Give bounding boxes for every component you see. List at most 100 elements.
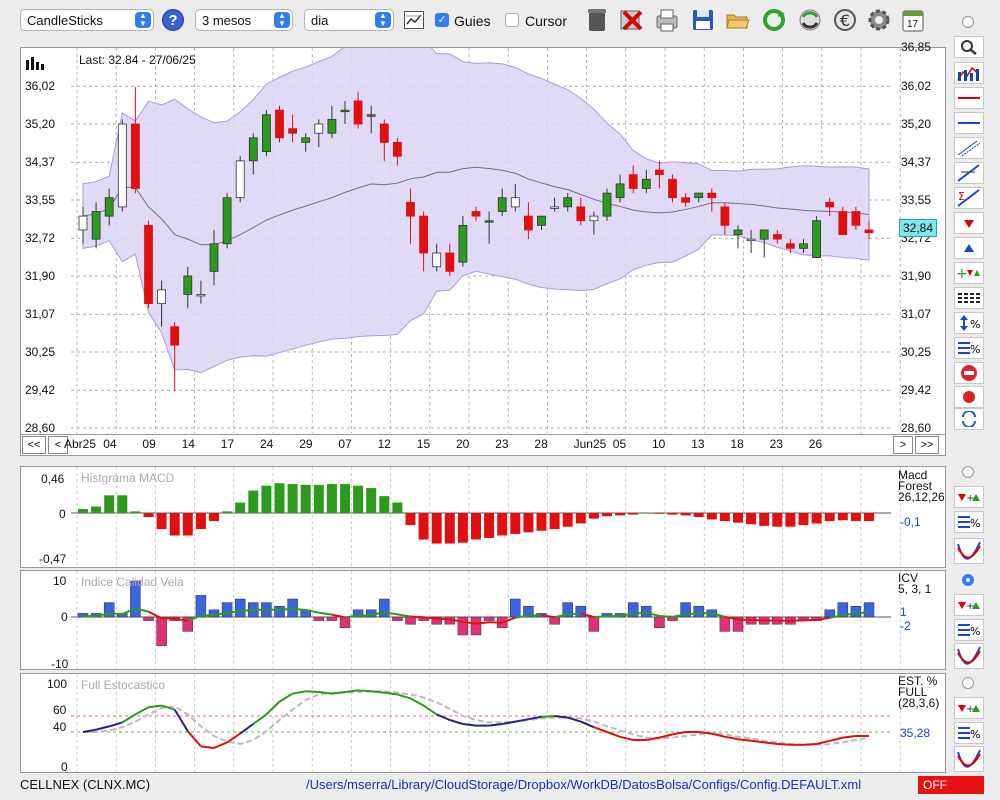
nav-first-button[interactable]: << <box>22 436 46 454</box>
icv-cross-button[interactable] <box>954 643 984 669</box>
globe-refresh-icon <box>799 9 821 31</box>
arrow-up-button[interactable] <box>954 237 984 259</box>
candle-body <box>550 206 559 209</box>
y-tick-label: -10 <box>51 657 69 671</box>
candle <box>772 229 782 244</box>
price-panel[interactable]: Last: 32.84 - 27/06/25 36,02 35,20 34,37 33… <box>20 40 946 456</box>
stoch-cross-button[interactable] <box>954 746 984 772</box>
chart-view-button[interactable] <box>404 11 424 29</box>
zoom-button[interactable] <box>954 36 984 58</box>
candle-body <box>471 211 481 217</box>
icv-percent-button[interactable]: % <box>954 619 984 641</box>
macd-panel-radio[interactable] <box>962 466 974 478</box>
macd-bar <box>182 513 193 536</box>
settings-button[interactable] <box>865 5 893 35</box>
arrow-down-button[interactable] <box>954 212 984 234</box>
macd-chart[interactable] <box>21 467 945 567</box>
main-panel-radio[interactable] <box>962 16 974 28</box>
stoch-main-segment <box>108 721 123 728</box>
stoch-main-segment <box>672 731 686 736</box>
icv-panel[interactable]: Indice Calidad Vela 10 0 -10 ICV 5, 3, 1 1… <box>20 570 946 671</box>
config-path-link[interactable]: /Users/mserra/Library/CloudStorage/Dropb… <box>306 777 862 792</box>
swap-button[interactable] <box>954 408 984 430</box>
cursor-checkbox[interactable] <box>505 13 519 27</box>
trendline-button[interactable] <box>954 162 984 184</box>
y-tick-label: 100 <box>47 677 68 691</box>
macd-bar <box>719 513 730 522</box>
stoch-signals-button[interactable]: + <box>954 697 984 719</box>
help-button[interactable]: ? <box>162 9 184 31</box>
stoch-main-segment <box>816 739 830 745</box>
grid-lines-button[interactable] <box>954 287 984 309</box>
fibonacci-button[interactable]: Σ <box>954 187 984 209</box>
macd-bar <box>209 513 219 522</box>
macd-bar <box>536 513 547 531</box>
candle <box>786 239 795 253</box>
record-button[interactable] <box>954 386 984 408</box>
nav-prev-button[interactable]: < <box>48 436 68 454</box>
macd-bar <box>824 513 835 522</box>
macd-cross-button[interactable] <box>954 538 984 564</box>
icv-signal-segment <box>174 617 188 622</box>
stoch-percent-button[interactable]: % <box>954 722 984 744</box>
candle-body <box>340 109 350 113</box>
mode-badge[interactable]: OFF <box>918 776 984 794</box>
candle-body <box>314 123 324 134</box>
candle <box>406 188 415 244</box>
currency-button[interactable]: € <box>831 5 859 35</box>
svg-text:%: % <box>970 517 980 530</box>
icv-signal-segment <box>855 611 870 615</box>
open-button[interactable] <box>724 5 752 35</box>
trash-button[interactable] <box>583 5 611 35</box>
save-button[interactable] <box>689 5 717 35</box>
bands-indicator-button[interactable] <box>954 62 984 84</box>
macd-panel[interactable]: Histgrama MACD 0,46 0 -0,47 Macd Forest 26… <box>20 466 946 568</box>
macd-bar <box>850 513 861 522</box>
refresh-button[interactable] <box>760 5 788 35</box>
macd-bar <box>693 513 704 518</box>
channel-button[interactable] <box>954 137 984 159</box>
x-tick-label: 05 <box>612 437 627 451</box>
price-chart[interactable] <box>21 48 945 455</box>
red-line-button[interactable] <box>954 87 984 109</box>
icv-signal-segment <box>135 607 149 613</box>
icv-signals-button[interactable]: + <box>954 594 984 616</box>
guides-checkbox[interactable]: ✓ <box>435 13 449 27</box>
candle-body <box>419 215 429 254</box>
candle-body <box>589 215 599 222</box>
candle-body <box>733 229 743 235</box>
delete-button[interactable] <box>618 5 646 35</box>
macd-percent-button[interactable]: % <box>954 511 984 533</box>
gear-icon <box>868 9 890 31</box>
candle-body <box>615 183 625 199</box>
calendar-button[interactable]: 17 <box>899 5 927 35</box>
update-button[interactable] <box>796 5 824 35</box>
add-signals-button[interactable]: + <box>954 262 984 284</box>
scale-percent-button[interactable]: % <box>954 312 984 334</box>
stoch-panel-radio[interactable] <box>962 677 974 689</box>
candle-body <box>628 174 638 189</box>
icv-signal-segment <box>737 618 752 622</box>
stoch-panel[interactable]: Full Estocastico 100 60 40 0 EST. % FULL (2… <box>20 673 946 774</box>
icv-bar <box>405 616 416 625</box>
icv-panel-radio[interactable] <box>962 574 974 586</box>
macd-signals-button[interactable]: + <box>954 486 984 508</box>
icv-signal-segment <box>711 612 726 618</box>
print-button[interactable] <box>653 5 681 35</box>
chart-type-select[interactable]: CandleSticks ▲ ▼ <box>20 9 154 31</box>
icv-bar <box>562 602 573 618</box>
macd-bar <box>667 513 678 515</box>
nav-next-button[interactable]: > <box>893 436 913 454</box>
stoch-chart[interactable] <box>21 674 945 772</box>
icv-signal-segment <box>240 609 254 612</box>
stop-button[interactable] <box>954 362 984 384</box>
candle <box>78 206 88 244</box>
icv-chart[interactable] <box>21 571 945 669</box>
macd-bar <box>615 513 626 516</box>
lines-percent-button[interactable]: % <box>954 337 984 359</box>
blue-line-button[interactable] <box>954 112 984 134</box>
period-select[interactable]: 3 mesos ▲ ▼ <box>195 9 293 31</box>
interval-select[interactable]: dia ▲ ▼ <box>304 9 394 31</box>
nav-last-button[interactable]: >> <box>915 436 939 454</box>
stoch-params: (28,3,6) <box>898 696 940 710</box>
